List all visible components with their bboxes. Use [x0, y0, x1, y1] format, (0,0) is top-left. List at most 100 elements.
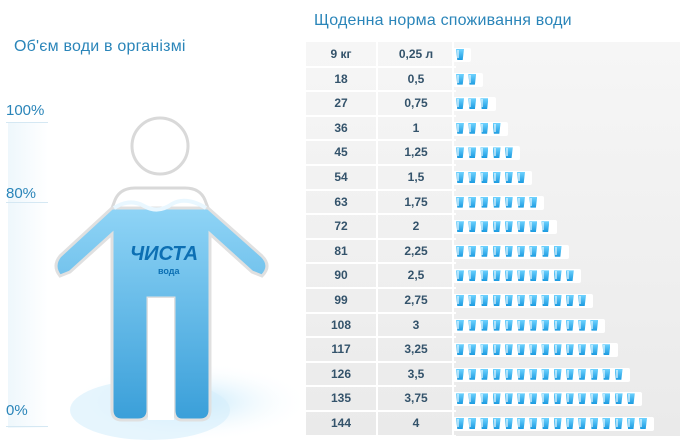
water-glass-icon	[541, 393, 550, 405]
water-glass-icon	[480, 368, 489, 380]
liters-cell: 1,5	[407, 170, 425, 184]
daily-norm-title: Щоденна норма споживання води	[314, 12, 572, 29]
water-glass-icon	[492, 172, 501, 183]
water-glass-icon	[529, 270, 538, 282]
water-glass-icon	[456, 418, 464, 429]
brand-logo-line1: ЧИСТА	[130, 243, 198, 265]
figure-head	[130, 116, 190, 176]
water-glass-icon	[529, 344, 538, 356]
liters-cell: 0,75	[404, 96, 428, 111]
table-row: 135 3,75	[306, 386, 680, 410]
table-row: 81 2,25	[306, 239, 680, 263]
water-glass-icon	[456, 147, 464, 159]
water-glass-icon	[529, 393, 538, 405]
norm-table: 9 кг 0,25 л 18 0,5 27 0,75 36 1 45 1,25 54 1,5 63 1,7…	[306, 42, 680, 437]
liters-cell: 3,5	[407, 366, 425, 381]
table-row: 18 0,5	[306, 67, 680, 91]
table-row: 9 кг 0,25 л	[306, 42, 680, 66]
water-glass-icon	[492, 196, 501, 208]
water-glass-icon	[456, 245, 464, 257]
table-row: 72 2	[306, 214, 680, 238]
water-glass-icon	[468, 368, 477, 380]
row-separator	[306, 114, 456, 117]
weight-cell: 81	[334, 243, 348, 258]
water-glass-icon	[553, 393, 562, 405]
water-glass-icon	[456, 393, 464, 405]
water-glass-icon	[504, 418, 513, 429]
water-glass-icon	[529, 196, 538, 208]
row-separator	[306, 237, 456, 240]
weight-cell: 117	[331, 342, 351, 357]
water-glass-icon	[504, 368, 513, 380]
water-glass-icon	[529, 319, 538, 331]
water-glass-icon	[456, 98, 464, 110]
table-row: 126 3,5	[306, 362, 680, 386]
water-glass-icon	[468, 147, 477, 159]
water-glass-icon	[602, 393, 611, 405]
water-glass-icon	[480, 295, 489, 306]
weight-cell: 72	[334, 219, 348, 234]
weight-cell: 54	[334, 170, 348, 184]
water-glass-icon	[468, 196, 477, 208]
brand-logo-line2: вода	[158, 266, 181, 276]
water-glass-icon	[517, 196, 525, 208]
percent-scale-bar	[8, 122, 48, 428]
water-wave	[112, 198, 208, 212]
scale-tick-80	[6, 202, 48, 203]
water-glass-icon	[504, 295, 513, 306]
leg-gap	[148, 298, 174, 420]
water-glass-icon	[504, 319, 513, 331]
water-glass-icon	[590, 344, 599, 356]
water-glass-icon	[529, 295, 538, 306]
water-glass-icon	[553, 319, 562, 331]
water-glass-icon	[504, 245, 513, 257]
row-separator	[306, 262, 456, 265]
table-row: 108 3	[306, 313, 680, 337]
water-glass-icon	[492, 270, 501, 282]
water-glass-icon	[565, 368, 574, 380]
row-separator	[306, 311, 456, 314]
water-glass-icon	[578, 393, 586, 405]
water-glass-icon	[529, 221, 538, 233]
water-glass-icon	[480, 172, 489, 183]
liters-cell: 2,5	[407, 268, 425, 283]
liters-cell: 3,25	[404, 342, 428, 357]
water-glass-icon	[468, 73, 477, 85]
water-glass-icon	[456, 73, 464, 85]
weight-cell: 126	[330, 366, 352, 381]
water-glass-icon	[602, 368, 611, 380]
weight-cell: 9 кг	[330, 47, 352, 61]
liters-cell: 1,25	[404, 145, 428, 160]
table-row: 54 1,5	[306, 165, 680, 189]
water-glass-icon	[480, 221, 489, 233]
water-glass-icon	[480, 196, 489, 208]
water-glass-icon	[614, 368, 623, 380]
table-row: 45 1,25	[306, 140, 680, 164]
water-glass-icon	[517, 221, 525, 233]
weight-cell: 18	[334, 71, 348, 86]
water-glass-icon	[517, 368, 525, 380]
water-glass-icon	[529, 368, 538, 380]
water-glass-icon	[468, 295, 477, 306]
water-glass-icon	[456, 368, 464, 380]
water-glass-icon	[504, 172, 513, 183]
liters-cell: 3,75	[404, 391, 428, 406]
water-glass-icon	[492, 295, 501, 306]
weight-cell: 90	[334, 268, 348, 283]
water-glass-icon	[541, 344, 550, 356]
water-glass-icon	[590, 418, 599, 429]
water-glass-icon	[517, 418, 525, 429]
weight-cell: 63	[334, 194, 348, 209]
water-glass-icon	[456, 172, 464, 183]
water-glass-icon	[541, 221, 550, 233]
row-separator	[306, 434, 456, 437]
water-glass-icon	[553, 295, 562, 306]
water-glass-icon	[590, 319, 599, 331]
water-glass-icon	[578, 344, 586, 356]
water-glass-icon	[626, 418, 635, 429]
water-glass-icon	[456, 295, 464, 306]
water-glass-icon	[529, 245, 538, 257]
table-row: 63 1,75	[306, 190, 680, 214]
water-glass-icon	[456, 49, 464, 60]
row-separator	[306, 287, 456, 289]
